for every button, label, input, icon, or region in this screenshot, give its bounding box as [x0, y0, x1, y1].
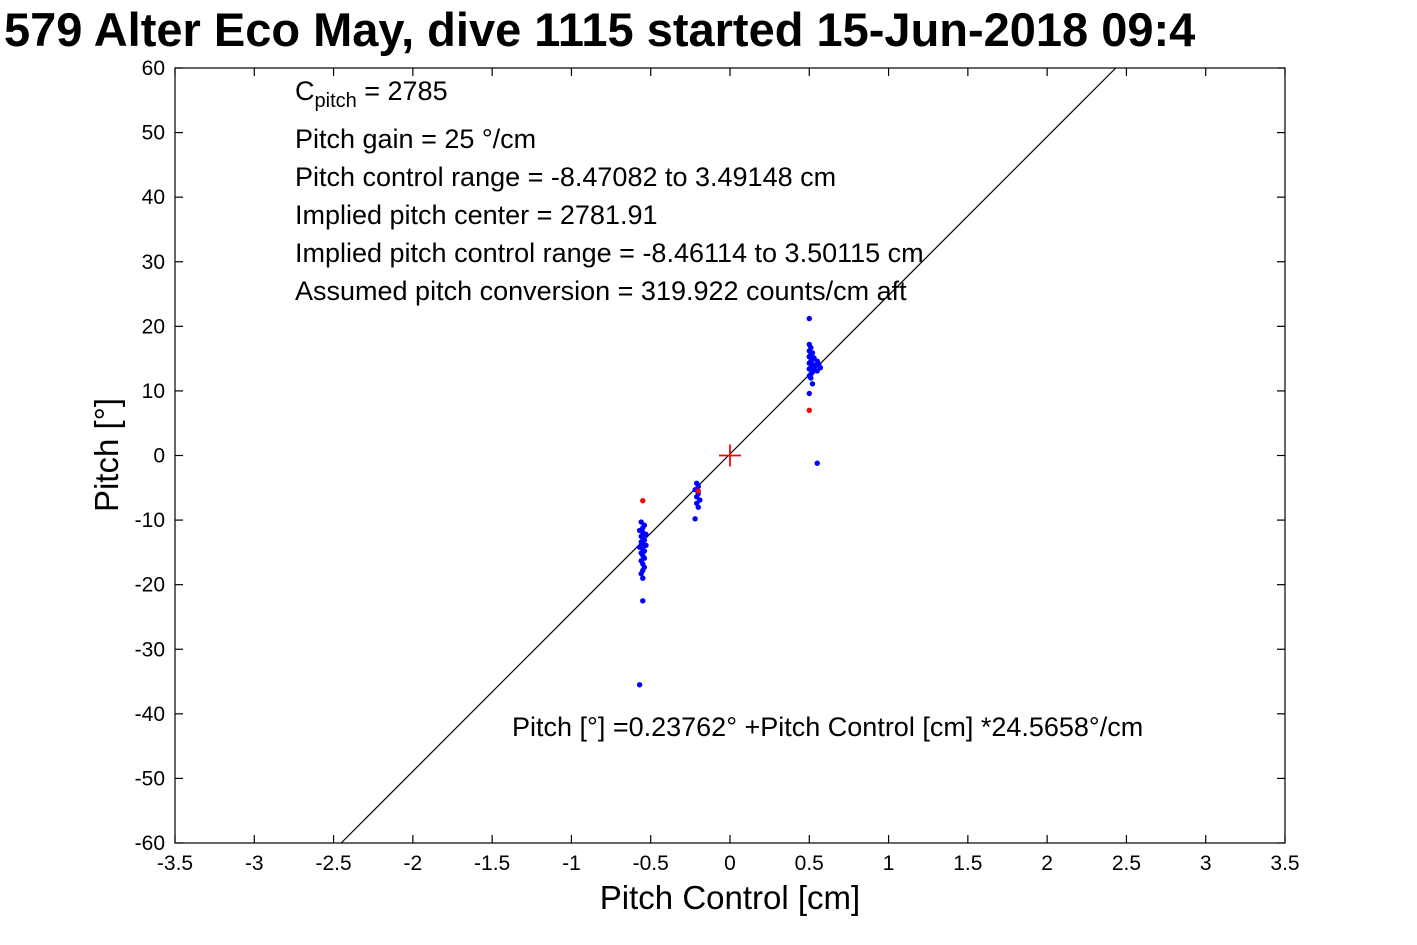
x-tick-label: 2.5 — [1112, 852, 1141, 875]
y-tick-label: 60 — [142, 57, 165, 80]
y-tick-label: 10 — [142, 380, 165, 403]
x-tick-label: 2 — [1041, 852, 1053, 875]
info-line-conversion: Assumed pitch conversion = 319.922 count… — [295, 276, 907, 306]
y-tick-label: -50 — [135, 767, 165, 790]
pitch-observations-point — [638, 570, 644, 577]
x-tick-label: 0.5 — [795, 852, 824, 875]
info-line-cpitch: Cpitch = 2785 — [295, 76, 448, 112]
info-line-implied-center: Implied pitch center = 2781.91 — [295, 200, 658, 230]
flagged-observations-point — [695, 488, 701, 494]
pitch-observations-point — [809, 381, 816, 387]
pitch-observations-point — [808, 375, 814, 381]
pitch-observations-point — [806, 315, 812, 322]
y-axis-label: Pitch [°] — [88, 397, 125, 513]
flagged-observations-point — [806, 407, 812, 413]
pitch-observations-point — [814, 460, 820, 466]
x-tick-label: 3 — [1200, 852, 1212, 875]
y-tick-label: 30 — [142, 251, 165, 274]
y-tick-label: -30 — [135, 638, 165, 661]
cpitch-subscript: pitch — [314, 90, 357, 112]
x-axis-label: Pitch Control [cm] — [599, 879, 861, 916]
x-tick-label: 1.5 — [953, 852, 982, 875]
x-tick-label: -0.5 — [633, 852, 669, 875]
y-tick-label: -40 — [135, 703, 165, 726]
x-tick-label: 1 — [883, 852, 895, 875]
y-tick-label: -60 — [135, 832, 165, 855]
x-tick-label: -1 — [562, 852, 581, 875]
pitch-observations-point — [695, 504, 701, 510]
x-tick-label: 0 — [724, 852, 736, 875]
y-tick-label: -10 — [135, 509, 165, 532]
pitch-observations-point — [643, 542, 649, 548]
x-tick-label: -3.5 — [157, 852, 193, 875]
pitch-observations-point — [814, 368, 820, 374]
x-tick-label: 3.5 — [1270, 852, 1299, 875]
x-tick-label: -1.5 — [474, 852, 510, 875]
info-line-implied-range: Implied pitch control range = -8.46114 t… — [295, 238, 924, 268]
pitch-observations-point — [643, 531, 649, 537]
pitch-observations-point — [636, 682, 643, 688]
pitch-observations-point — [640, 598, 646, 604]
y-tick-label: -20 — [135, 574, 165, 597]
pitch-observations-point — [806, 390, 812, 397]
chart-title: 579 Alter Eco May, dive 1115 started 15-… — [4, 3, 1196, 56]
info-line-control-range: Pitch control range = -8.47082 to 3.4914… — [295, 162, 837, 192]
x-tick-label: -2 — [404, 852, 423, 875]
flagged-observations-point — [640, 498, 646, 504]
pitch-observations-point — [640, 575, 646, 581]
y-tick-label: 0 — [153, 445, 165, 468]
pitch-observations-point — [692, 516, 698, 522]
y-tick-label: 50 — [142, 122, 165, 145]
y-tick-label: 40 — [142, 186, 165, 209]
y-tick-label: 20 — [142, 315, 165, 338]
fit-info-box: Cpitch = 2785 Pitch gain = 25 °/cm Pitch… — [295, 72, 924, 310]
info-line-pitch-gain: Pitch gain = 25 °/cm — [295, 124, 537, 154]
x-tick-label: -3 — [245, 852, 264, 875]
fit-equation-label: Pitch [°] =0.23762° +Pitch Control [cm] … — [512, 712, 1144, 742]
x-tick-label: -2.5 — [315, 852, 351, 875]
